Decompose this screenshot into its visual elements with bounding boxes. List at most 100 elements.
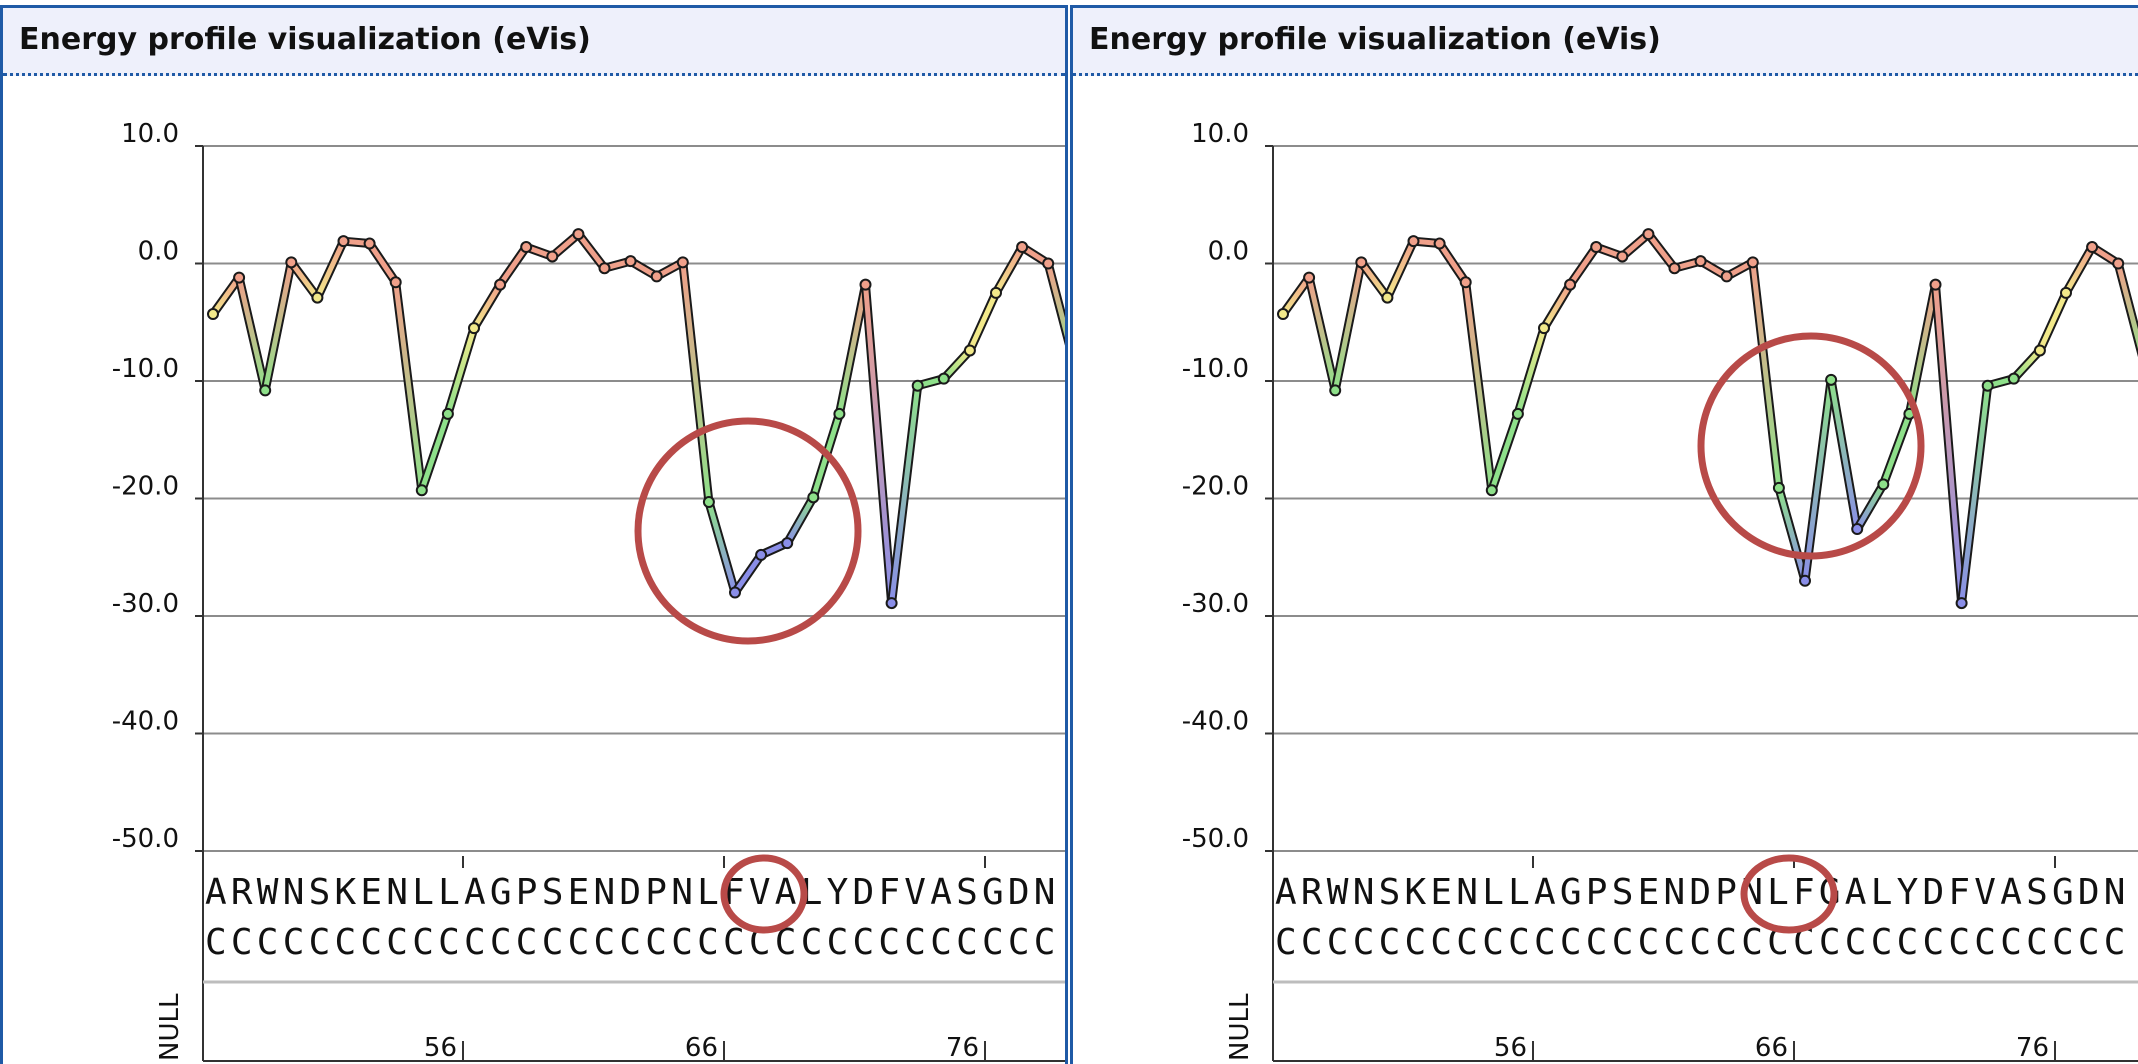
secondary-structure-char: C (1845, 922, 1867, 963)
secondary-structure-char: C (283, 922, 305, 963)
secondary-structure-char: C (2052, 922, 2074, 963)
segment (1933, 282, 1965, 606)
sequence-residue: S (1379, 872, 1401, 913)
panel-title: Energy profile visualization (eVis) (19, 22, 591, 57)
residue-number-label: 76 (2016, 1033, 2049, 1063)
data-point (1459, 276, 1472, 289)
y-tick-label: -40.0 (112, 707, 179, 737)
sequence-residue: S (2026, 872, 2048, 913)
segment (1306, 275, 1338, 393)
segment (941, 347, 973, 382)
segment (1645, 231, 1677, 271)
secondary-structure-char: C (775, 922, 797, 963)
data-point (1668, 262, 1681, 275)
segment (288, 259, 320, 301)
sequence-residue: N (386, 872, 408, 913)
data-point (1981, 379, 1994, 392)
secondary-structure-char: C (1948, 922, 1970, 963)
segment (575, 231, 607, 271)
secondary-structure-char: C (1715, 922, 1737, 963)
data-point (337, 235, 350, 248)
sequence-residue: S (1612, 872, 1634, 913)
data-point (990, 286, 1002, 299)
data-point (1042, 257, 1055, 270)
data-point (1511, 407, 1524, 420)
data-point (1485, 484, 1498, 497)
secondary-structure-char: C (1508, 922, 1530, 963)
energy-panel-left: Energy profile visualization (eVis) 10.0… (0, 5, 1068, 1064)
secondary-structure-char: C (2078, 922, 2100, 963)
secondary-structure-char: C (231, 922, 253, 963)
sequence-residue: D (853, 872, 875, 913)
secondary-structure-char: C (1430, 922, 1452, 963)
segment (863, 282, 895, 606)
segment (262, 259, 294, 393)
residue-number-label: 56 (1494, 1033, 1527, 1063)
data-point (1642, 228, 1655, 241)
data-point (963, 344, 976, 357)
segment (1776, 485, 1808, 584)
sequence-residue: A (930, 872, 952, 913)
secondary-structure-char: C (1301, 922, 1323, 963)
sequence-residue: L (412, 872, 434, 913)
secondary-structure-char: C (1456, 922, 1478, 963)
sequence-residue: L (1871, 872, 1893, 913)
track-label-null: NULL (1225, 993, 1255, 1061)
y-tick-label: -20.0 (1182, 472, 1249, 502)
highlight-circle-plot (1697, 332, 1925, 560)
secondary-structure-char: C (464, 922, 486, 963)
secondary-structure-char: C (1741, 922, 1763, 963)
highlight-circle-sequence (1740, 854, 1838, 934)
data-point (546, 250, 559, 263)
secondary-structure-char: C (1327, 922, 1349, 963)
secondary-structure-char: C (982, 922, 1004, 963)
secondary-structure-char: C (257, 922, 279, 963)
secondary-structure-char: C (1534, 922, 1556, 963)
secondary-structure-char: C (2000, 922, 2022, 963)
segment (2037, 290, 2069, 353)
data-point (285, 256, 298, 269)
sequence-residue: R (1301, 872, 1323, 913)
sequence-residue: S (542, 872, 564, 913)
segment (1567, 244, 1599, 288)
secondary-structure-char: C (1034, 922, 1056, 963)
secondary-structure-char: C (2104, 922, 2126, 963)
secondary-structure-char: C (930, 922, 952, 963)
data-point (702, 496, 715, 509)
secondary-structure-char: C (956, 922, 978, 963)
secondary-structure-char: C (490, 922, 512, 963)
sequence-residue: K (335, 872, 357, 913)
sequence-residue: G (490, 872, 512, 913)
panel-header: Energy profile visualization (eVis) (1073, 8, 2138, 76)
secondary-structure-char: C (1275, 922, 1297, 963)
segment (1280, 275, 1312, 317)
secondary-structure-char: C (594, 922, 616, 963)
y-tick-label: -40.0 (1182, 707, 1249, 737)
data-point (572, 228, 585, 241)
secondary-structure-char: C (335, 922, 357, 963)
sequence-residue: L (1508, 872, 1530, 913)
energy-line (207, 228, 1065, 610)
data-point (937, 372, 950, 385)
panel-title: Energy profile visualization (eVis) (1089, 22, 1661, 57)
data-point (650, 270, 663, 283)
data-point (1407, 235, 1420, 248)
data-point (494, 278, 507, 291)
sequence-residue: Y (1897, 872, 1919, 913)
secondary-structure-char: C (827, 922, 849, 963)
data-point (598, 262, 611, 275)
segment (1358, 259, 1390, 301)
data-point (1694, 255, 1707, 268)
secondary-structure-char: C (645, 922, 667, 963)
secondary-structure-char: C (853, 922, 875, 963)
data-point (1433, 237, 1446, 250)
secondary-structure-char: C (360, 922, 382, 963)
sequence-residue: N (671, 872, 693, 913)
y-tick-label: 0.0 (138, 237, 179, 267)
sequence-residue: V (749, 872, 771, 913)
y-tick-label: -10.0 (112, 354, 179, 384)
secondary-structure-char: C (671, 922, 693, 963)
data-point (415, 484, 428, 497)
data-point (1825, 373, 1838, 386)
segment (1463, 279, 1495, 493)
